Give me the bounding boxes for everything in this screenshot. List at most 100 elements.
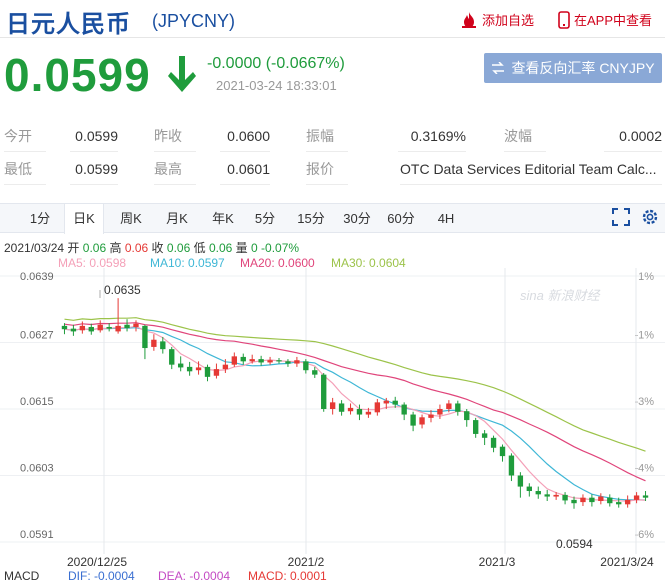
tab-monthly[interactable]: 月K [166, 211, 188, 226]
y-tick-label: 0.0591 [20, 529, 54, 541]
candle-body [106, 326, 112, 329]
candle-body [616, 502, 622, 505]
add-favorite-button[interactable]: 添加自选 [460, 10, 534, 29]
candle-body [401, 404, 407, 415]
x-tick-label: 2021/3/24 [600, 555, 654, 568]
y-tick-label-pct: -1% [634, 330, 654, 342]
down-arrow-icon [168, 56, 196, 92]
candle-body [374, 402, 381, 413]
stat-value: 0.0599 [70, 153, 118, 185]
y-tick-label-pct: -3% [634, 396, 654, 408]
tab-60min[interactable]: 60分 [387, 211, 415, 226]
ma5-readout: MA5: 0.0598 [58, 256, 127, 270]
candle-body [607, 497, 613, 504]
quote-time: 2021-03-24 18:33:01 [216, 78, 337, 93]
candle-body [517, 475, 524, 487]
page-title: 日元人民币 [6, 11, 131, 38]
candle-body [169, 349, 175, 365]
candle-body [231, 356, 237, 365]
candle-body [624, 499, 631, 505]
macd-value: MACD: 0.0001 [248, 569, 327, 583]
stat-label: 昨收 [154, 120, 196, 152]
ma20-line [64, 322, 646, 482]
candle-body [124, 324, 130, 329]
stat-value: 0.3169% [398, 120, 466, 152]
candle-body [285, 361, 291, 364]
candle-body [473, 420, 479, 434]
tab-1min[interactable]: 1分 [29, 211, 51, 226]
tab-weekly[interactable]: 周K [120, 211, 142, 226]
macd-dea: DEA: -0.0004 [158, 569, 231, 583]
stats-row: 最低 0.0599 最高 0.0601 报价 OTC Data Services… [0, 153, 665, 185]
candle-body [115, 325, 121, 332]
candle-body [186, 366, 193, 372]
candle-body [213, 369, 220, 376]
candle-body [508, 455, 515, 476]
tab-yearly[interactable]: 年K [212, 211, 234, 226]
candle-body [535, 491, 541, 495]
candle-body [88, 326, 94, 332]
candle-body [321, 374, 327, 409]
candle-body [490, 437, 497, 448]
candle-body [446, 403, 452, 409]
open-in-app-button[interactable]: 在APP中查看 [558, 10, 652, 29]
ohlc-open-label: 开 [67, 241, 80, 255]
page-header: 日元人民币 (JPYCNY) 添加自选 在APP中查看 [0, 0, 665, 38]
candle-body [61, 325, 68, 330]
ohlc-close: 0.06 [166, 241, 191, 255]
ohlc-high-label: 高 [109, 241, 122, 255]
candle-body [178, 363, 184, 368]
stat-label: 今开 [4, 120, 46, 152]
candle-body [312, 370, 318, 375]
ohlc-low: 0.06 [208, 241, 233, 255]
fire-icon [462, 11, 476, 28]
candle-body [160, 341, 166, 350]
candle-body [499, 446, 506, 457]
candlestick-chart[interactable]: 0.0639 1% 0.0627 -1% 0.0615 -3% 0.0603 -4% 0.059… [0, 268, 665, 568]
stat-value: OTC Data Services Editorial Team Calc... [400, 153, 662, 185]
candle-body [222, 364, 229, 370]
y-tick-label-pct: -4% [634, 463, 654, 475]
stat-label: 最高 [154, 153, 196, 185]
x-tick-label: 2020/12/25 [67, 555, 127, 568]
macd-label: MACD [4, 569, 40, 583]
candle-body [365, 411, 372, 415]
candle-body [70, 328, 77, 332]
gear-icon[interactable] [641, 208, 659, 226]
macd-dif: DIF: -0.0004 [68, 569, 135, 583]
reverse-rate-button[interactable]: 查看反向汇率 CNYJPY [484, 53, 662, 83]
ohlc-low-label: 低 [193, 241, 206, 255]
ohlc-pct: -0.07% [261, 241, 300, 255]
candle-body [240, 356, 246, 362]
add-favorite-label: 添加自选 [482, 13, 535, 28]
candle-body [97, 324, 103, 331]
y-tick-label-pct: -6% [634, 529, 654, 541]
ohlc-close-label: 收 [151, 241, 164, 255]
ohlc-open: 0.06 [82, 241, 107, 255]
ma30-readout: MA30: 0.0604 [331, 256, 406, 270]
candle-body [455, 403, 461, 412]
tab-15min[interactable]: 15分 [297, 211, 325, 226]
candle-body [329, 402, 336, 409]
ma10-line [64, 327, 646, 501]
candle-body [383, 400, 389, 404]
candle-body [303, 361, 309, 371]
x-tick-label: 2021/2 [288, 555, 325, 568]
tab-30min[interactable]: 30分 [343, 211, 371, 226]
y-tick-label: 0.0615 [20, 396, 54, 408]
tab-daily[interactable]: 日K [64, 204, 104, 234]
symbol-code: (JPYCNY) [152, 11, 236, 31]
ohlc-vol-label: 量 [235, 241, 248, 255]
price-change: -0.0000 (-0.0667%) [207, 55, 345, 72]
tab-4h[interactable]: 4H [437, 211, 455, 226]
reverse-rate-label: 查看反向汇率 CNYJPY [511, 60, 655, 76]
high-annotation: 0.0635 [104, 283, 141, 297]
candle-body [267, 360, 273, 363]
candle-body [356, 409, 363, 415]
fullscreen-icon[interactable] [612, 208, 630, 226]
stat-value: 0.0002 [604, 120, 662, 152]
candle-body [642, 495, 649, 498]
watermark: sina 新浪财经 [520, 288, 601, 303]
ohlc-readout: 2021/03/24 开 0.06 高 0.06 收 0.06 低 0.06 量… [4, 239, 299, 256]
tab-5min[interactable]: 5分 [254, 211, 276, 226]
